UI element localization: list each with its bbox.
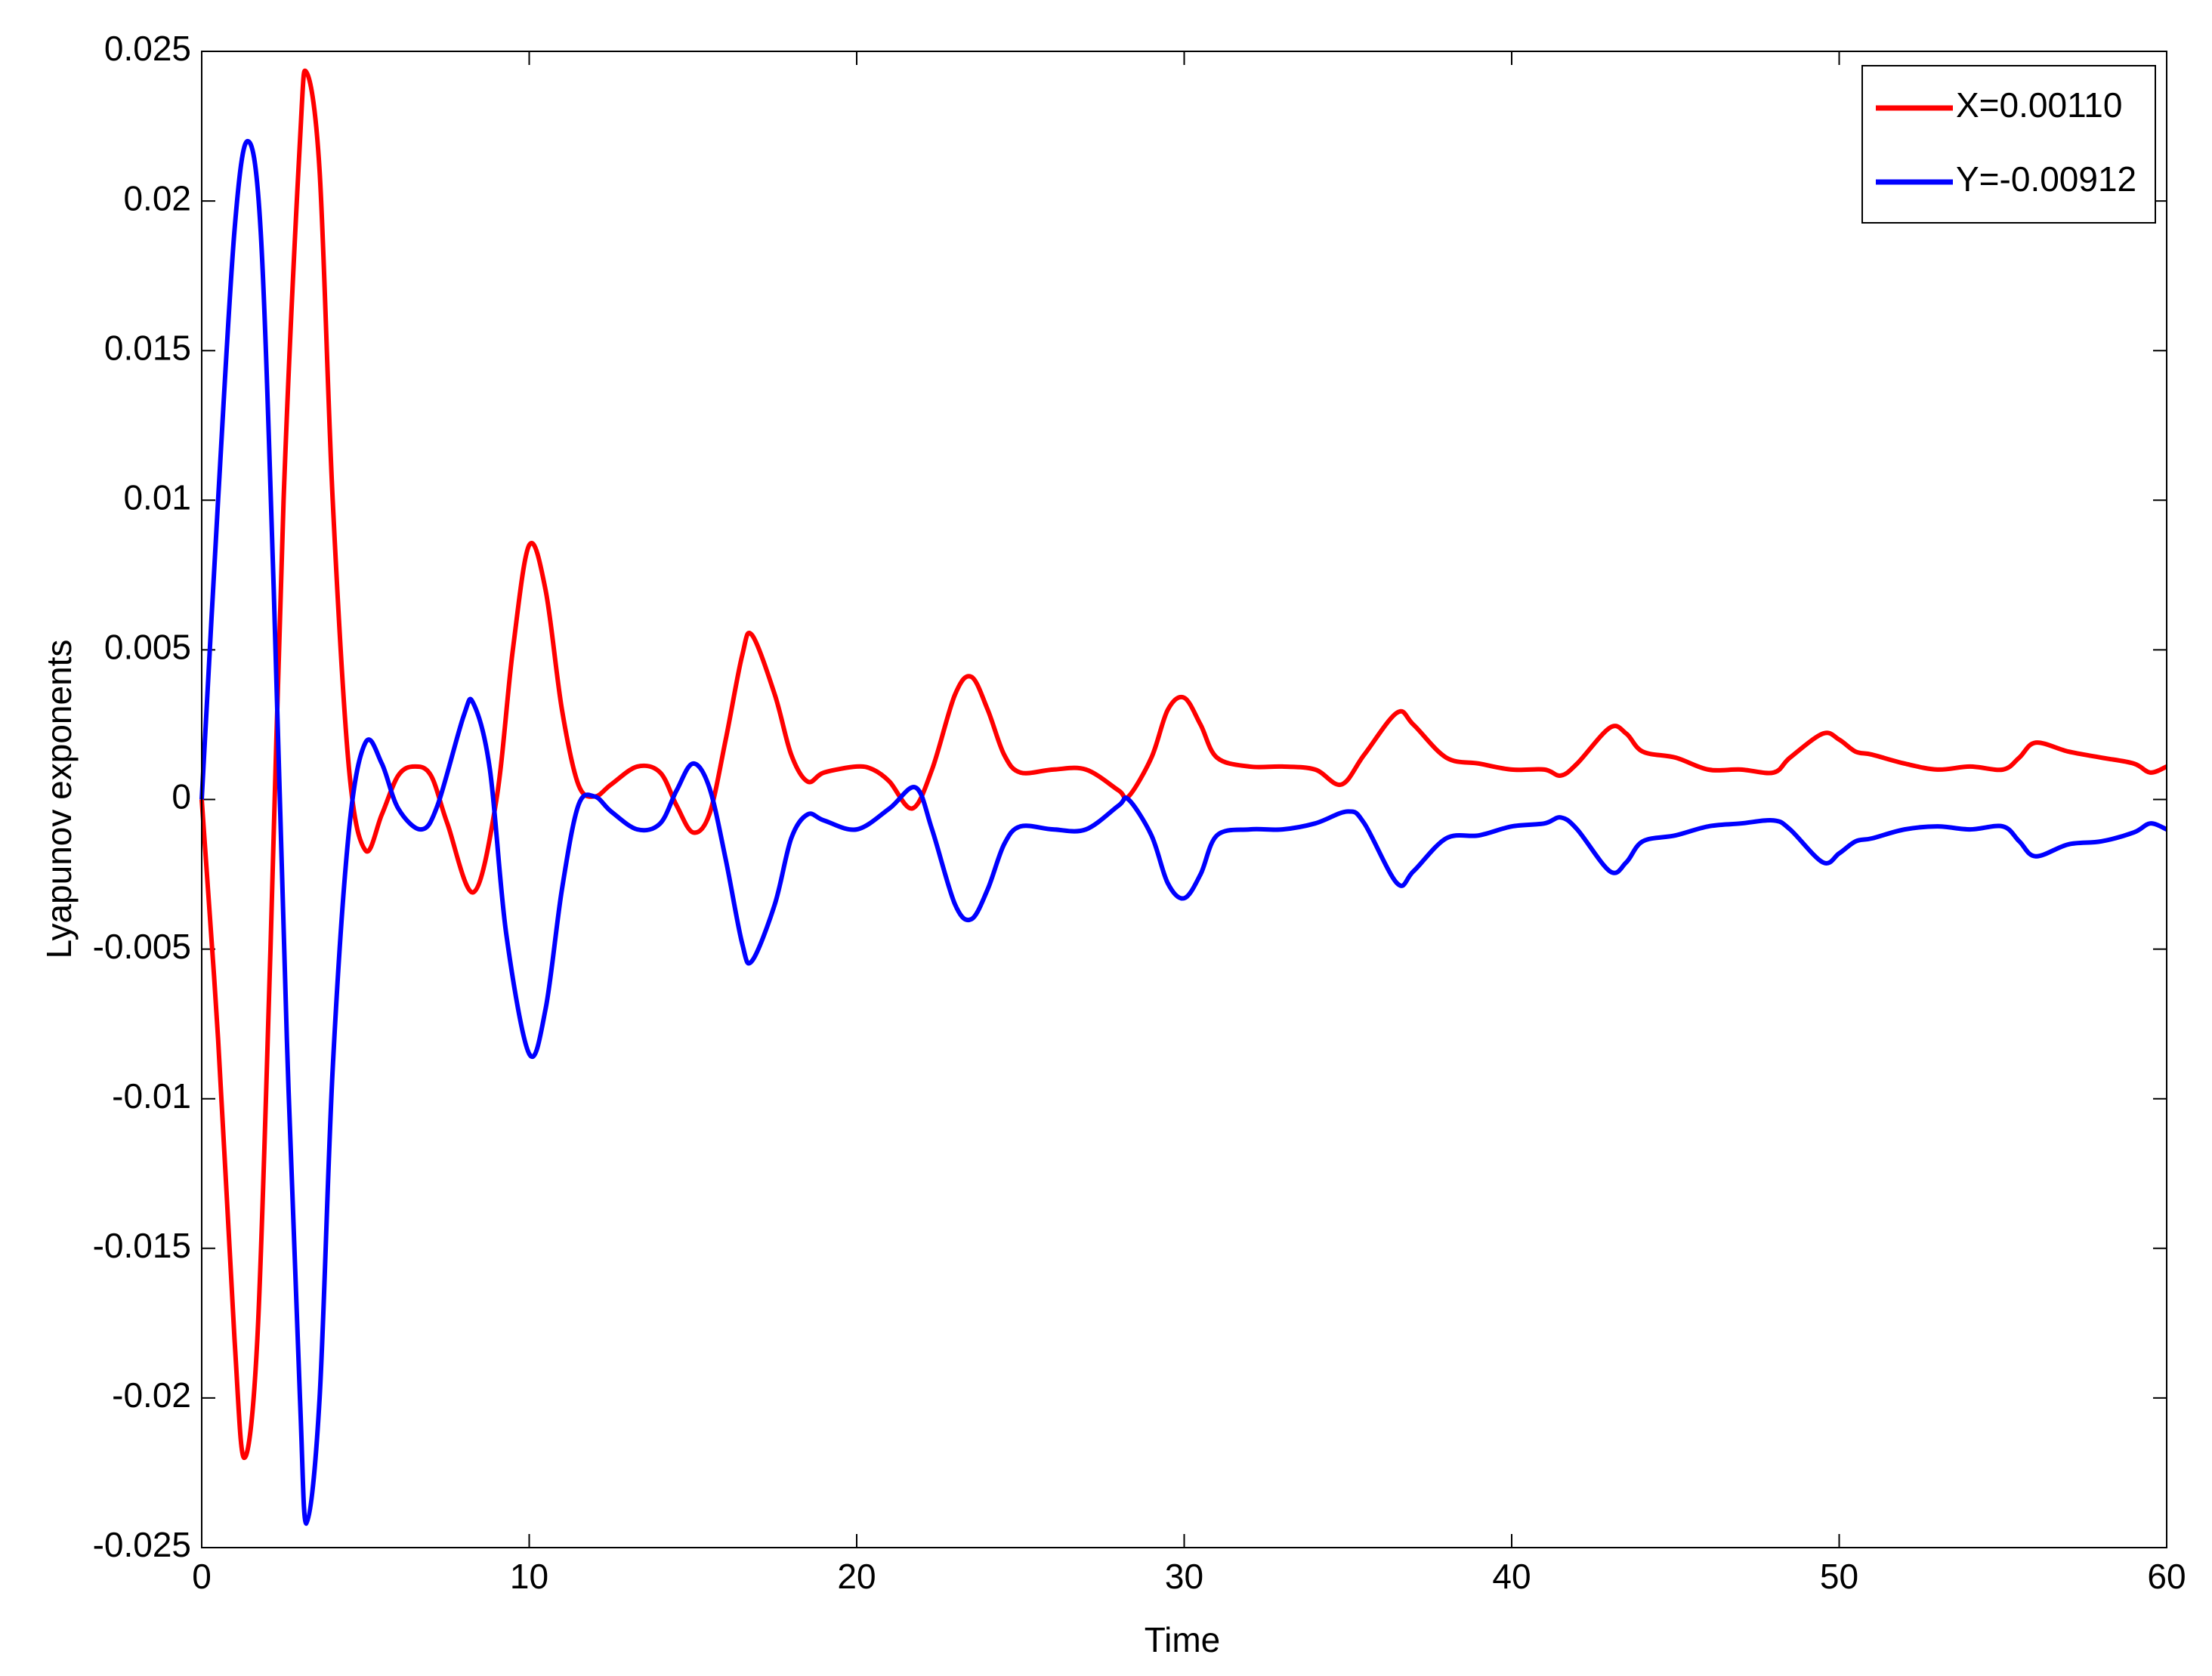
- data-line: [199, 138, 2168, 1526]
- data-line: [199, 68, 2168, 1461]
- x-tick-label: 60: [2147, 1557, 2186, 1596]
- x-tick-label: 20: [837, 1557, 876, 1596]
- x-tick-label: 0: [192, 1557, 212, 1596]
- legend-label: Y=-0.00912: [1956, 159, 2136, 199]
- y-tick-label: 0.025: [104, 29, 191, 68]
- x-tick-label: 30: [1165, 1557, 1203, 1596]
- y-tick-label: 0.005: [104, 628, 191, 667]
- y-tick-label: -0.02: [112, 1375, 191, 1415]
- y-tick-label: 0: [171, 777, 191, 816]
- x-tick-label: 50: [1820, 1557, 1858, 1596]
- x-axis-label: Time: [1145, 1620, 1221, 1659]
- x-tick-label: 40: [1492, 1557, 1531, 1596]
- y-axis-label: Lyapunov exponents: [39, 640, 79, 959]
- plot-frame: [201, 51, 2167, 1548]
- y-tick-label: 0.02: [123, 178, 191, 218]
- y-tick-label: -0.01: [112, 1076, 191, 1116]
- y-tick-label: -0.005: [93, 927, 191, 966]
- y-tick-label: 0.015: [104, 328, 191, 367]
- y-tick-label: 0.01: [123, 477, 191, 517]
- x-tick-label: 10: [510, 1557, 548, 1596]
- legend-label: X=0.00110: [1956, 85, 2122, 125]
- y-tick-label: -0.015: [93, 1226, 191, 1265]
- y-tick-label: -0.025: [93, 1525, 191, 1564]
- legend-box: [1861, 65, 2156, 224]
